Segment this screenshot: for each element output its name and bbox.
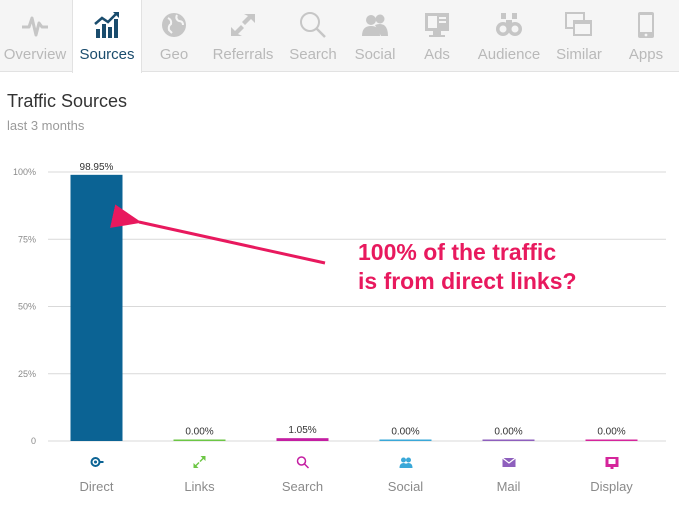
y-tick-label: 100% [13, 167, 36, 177]
category-label: Direct [80, 479, 114, 494]
tab-label: Audience [477, 46, 541, 63]
annotation-line-2: is from direct links? [358, 268, 577, 294]
arrows-icon [231, 14, 255, 36]
ad-icon [425, 13, 449, 37]
tab-overview[interactable]: Overview [0, 0, 70, 72]
page-title: Traffic Sources [7, 91, 128, 111]
annotation-arrow [110, 204, 326, 265]
tab-geo[interactable]: Geo [148, 0, 200, 72]
value-label: 1.05% [288, 425, 316, 436]
category-label: Display [590, 479, 633, 494]
tab-apps[interactable]: Apps [620, 0, 672, 72]
y-tick-label: 75% [18, 234, 36, 244]
people-icon [362, 14, 388, 36]
phone-icon [638, 12, 654, 38]
y-tick-label: 50% [18, 302, 36, 312]
search-icon [300, 12, 326, 38]
pulse-icon [22, 16, 48, 37]
search-icon [296, 456, 310, 469]
value-label: 98.95% [80, 162, 114, 173]
windows-icon [565, 12, 592, 36]
tab-social[interactable]: Social [350, 0, 400, 72]
category-label: Social [388, 479, 424, 494]
category-label: Links [184, 479, 215, 494]
tab-label: Sources [79, 46, 135, 63]
binoculars-icon [496, 13, 522, 36]
category-label: Search [282, 479, 323, 494]
bar-mail[interactable] [482, 439, 535, 442]
bar-search[interactable] [276, 438, 329, 441]
tab-audience[interactable]: Audience [474, 0, 544, 72]
display-icon [605, 457, 619, 469]
page-subtitle: last 3 months [7, 118, 85, 133]
links-icon [193, 456, 206, 468]
globe-icon [162, 13, 186, 37]
tab-label: Referrals [212, 46, 274, 63]
bar-links[interactable] [173, 439, 226, 442]
annotation-text: 100% of the traffic is from direct links… [358, 238, 577, 296]
bar-social[interactable] [379, 439, 432, 442]
tab-label: Ads [424, 46, 450, 63]
tab-label: Similar [556, 46, 602, 63]
value-label: 0.00% [391, 427, 419, 438]
bar-display[interactable] [585, 439, 638, 442]
value-label: 0.00% [494, 427, 522, 438]
direct-icon [90, 457, 104, 467]
y-tick-label: 0 [31, 436, 36, 446]
tab-search[interactable]: Search [286, 0, 340, 72]
tab-label: Search [289, 46, 337, 63]
tab-bar: Overview Sources Geo Referrals Searc [0, 0, 679, 73]
bar-direct[interactable] [70, 174, 123, 441]
tab-ads[interactable]: Ads [412, 0, 462, 72]
tab-sources[interactable]: Sources [72, 0, 142, 73]
tab-label: Apps [628, 46, 664, 63]
value-label: 0.00% [185, 427, 213, 438]
tab-similar[interactable]: Similar [552, 0, 606, 72]
tab-referrals[interactable]: Referrals [206, 0, 280, 72]
value-label: 0.00% [597, 427, 625, 438]
y-tick-label: 25% [18, 369, 36, 379]
annotation-line-1: 100% of the traffic [358, 239, 557, 265]
social-icon [399, 457, 413, 468]
mail-icon [502, 457, 516, 467]
category-label: Mail [497, 479, 521, 494]
tab-label: Overview [3, 46, 67, 63]
bar-chart-icon [94, 12, 119, 38]
tab-label: Social [354, 46, 396, 63]
tab-label: Geo [159, 46, 189, 63]
